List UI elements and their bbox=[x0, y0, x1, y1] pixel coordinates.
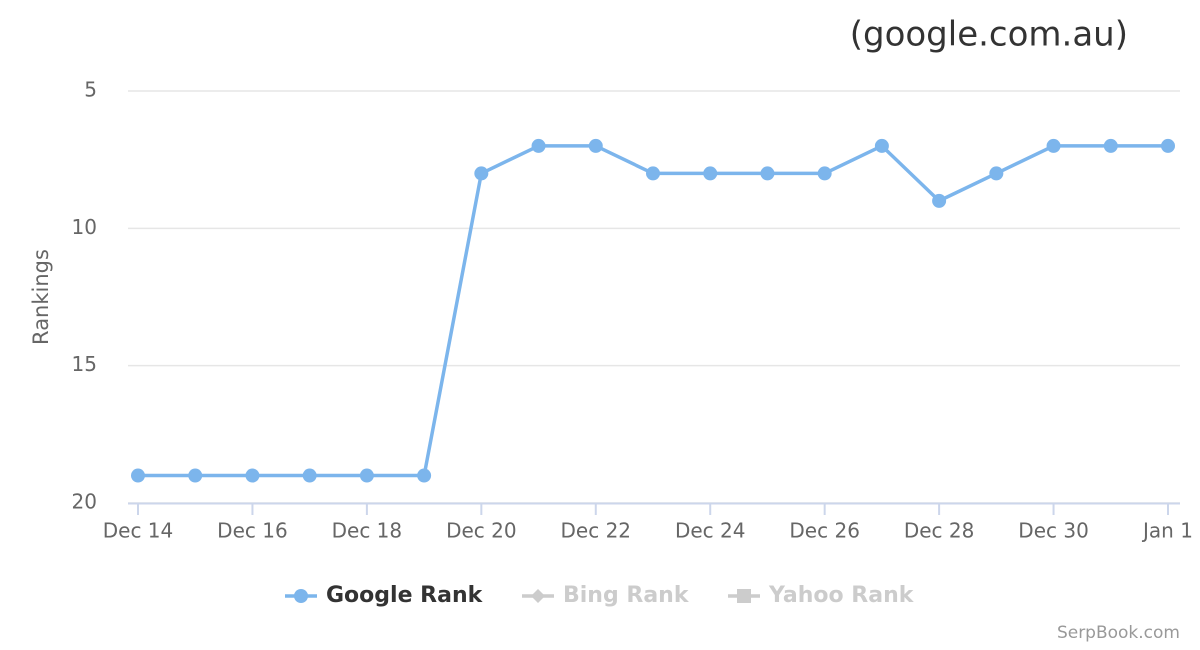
data-point bbox=[359, 468, 374, 483]
x-tick-label: Dec 20 bbox=[446, 519, 517, 543]
chart-title: (google.com.au) bbox=[850, 15, 1128, 55]
x-tick-label: Dec 14 bbox=[103, 519, 174, 543]
data-point bbox=[188, 468, 203, 483]
x-tick-label: Dec 28 bbox=[904, 519, 975, 543]
data-point bbox=[760, 166, 775, 181]
credit: SerpBook.com bbox=[1057, 623, 1180, 643]
data-point bbox=[131, 468, 145, 483]
data-point bbox=[874, 138, 889, 153]
y-tick-label: 20 bbox=[72, 490, 97, 514]
x-tick-label: Dec 16 bbox=[217, 519, 288, 543]
series-line bbox=[138, 144, 1168, 478]
data-point bbox=[817, 166, 832, 181]
y-axis-label: Rankings bbox=[29, 249, 53, 345]
data-point bbox=[302, 468, 317, 483]
legend-label[interactable]: Yahoo Rank bbox=[768, 583, 915, 608]
x-tick-label: Dec 22 bbox=[561, 519, 632, 543]
data-point bbox=[245, 468, 260, 483]
data-point bbox=[932, 193, 947, 208]
x-tick-label: Dec 26 bbox=[789, 519, 860, 543]
legend-symbol bbox=[531, 589, 545, 603]
data-point bbox=[588, 138, 603, 153]
y-tick-label: 10 bbox=[72, 215, 97, 239]
legend-symbol bbox=[737, 589, 751, 603]
legend-symbol bbox=[294, 589, 308, 603]
data-point bbox=[1046, 138, 1061, 153]
x-tick-label: Dec 24 bbox=[675, 519, 746, 543]
data-point bbox=[1161, 138, 1175, 153]
data-point bbox=[646, 166, 660, 181]
y-tick-label: 5 bbox=[84, 78, 97, 102]
data-point bbox=[417, 468, 432, 483]
data-point bbox=[531, 138, 546, 153]
legend-label[interactable]: Google Rank bbox=[326, 583, 484, 608]
data-point bbox=[474, 166, 489, 181]
legend-label[interactable]: Bing Rank bbox=[563, 583, 690, 608]
data-point bbox=[1103, 138, 1118, 153]
x-tick-label: Jan 1 bbox=[1141, 519, 1193, 543]
y-tick-label: 15 bbox=[72, 352, 97, 376]
x-tick-label: Dec 18 bbox=[332, 519, 403, 543]
data-point bbox=[703, 166, 718, 181]
x-tick-label: Dec 30 bbox=[1018, 519, 1089, 543]
data-point bbox=[989, 166, 1004, 181]
